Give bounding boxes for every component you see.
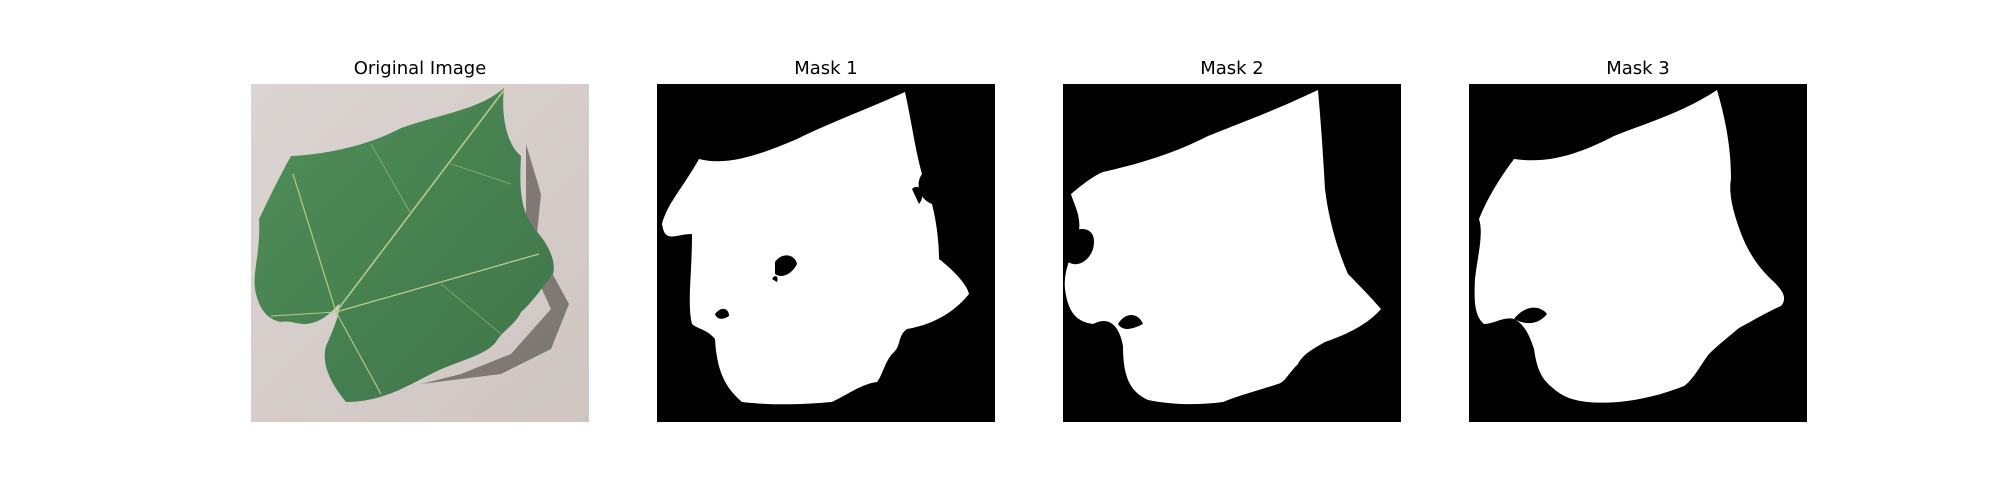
mask-3-region [1474,90,1785,403]
panel-title-original: Original Image [353,58,487,79]
mask-1-region [662,92,969,405]
panel-title-mask-1: Mask 1 [794,58,858,79]
leaf-photo [251,84,589,422]
mask-3-image [1469,84,1807,422]
leaf-shape [254,88,554,402]
panel-title-mask-2: Mask 2 [1200,58,1264,79]
panel-title-mask-3: Mask 3 [1606,58,1670,79]
mask-1-image [657,84,995,422]
original-image [251,84,589,422]
mask-2-image [1063,84,1401,422]
mask-2-region [1064,90,1381,405]
